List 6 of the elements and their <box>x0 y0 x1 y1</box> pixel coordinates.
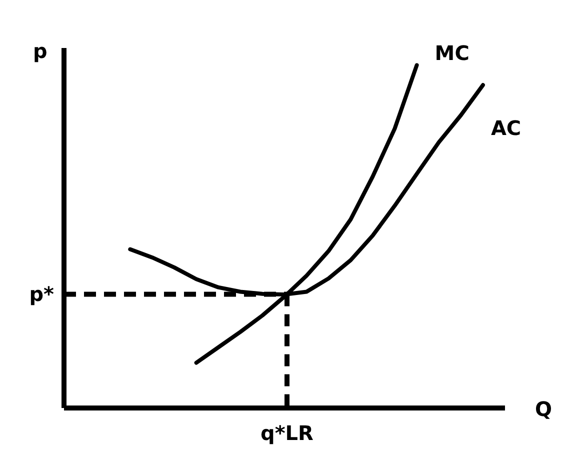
series-label: MC <box>434 41 470 66</box>
series-label: AC <box>490 116 522 140</box>
x-axis-title: Q <box>535 397 552 421</box>
y-axis-title: p <box>33 39 48 63</box>
text: q*LR <box>260 421 314 445</box>
text: p* <box>29 282 54 306</box>
